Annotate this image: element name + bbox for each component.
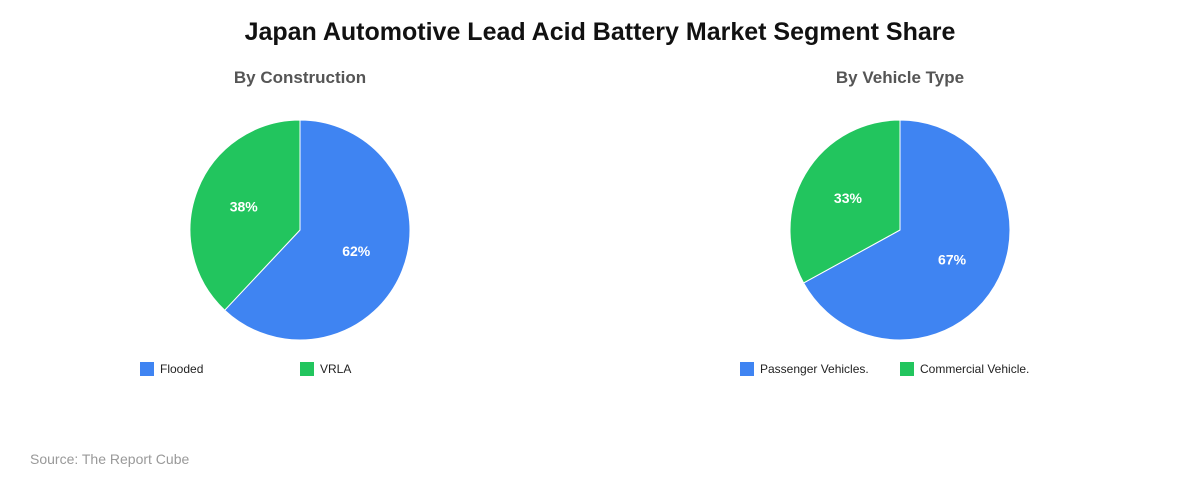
- pie-label-flooded: 62%: [342, 243, 371, 259]
- pie-slice-commercial-vehicle[interactable]: [789, 119, 901, 284]
- legend-label-commercial-vehicle: Commercial Vehicle.: [920, 362, 1030, 376]
- pie-label-vrla: 38%: [230, 198, 259, 214]
- vehicle-type-pie: 67% 33%: [789, 119, 1011, 341]
- legend-label-vrla: VRLA: [320, 362, 352, 376]
- vehicle-type-legend: Passenger Vehicles. Commercial Vehicle.: [600, 362, 1200, 382]
- pie-slice-passenger-vehicles[interactable]: [802, 119, 1011, 341]
- pie-slice-vrla[interactable]: [189, 119, 301, 311]
- source-note: Source: The Report Cube: [30, 451, 190, 467]
- legend-item-flooded[interactable]: Flooded: [140, 362, 203, 376]
- pie-slice-flooded[interactable]: [223, 119, 411, 341]
- legend-swatch-commercial-vehicle: [900, 362, 914, 376]
- legend-item-commercial-vehicle[interactable]: Commercial Vehicle.: [900, 362, 1029, 376]
- legend-swatch-flooded: [140, 362, 154, 376]
- legend-label-flooded: Flooded: [160, 362, 204, 376]
- pie-label-commercial-vehicle: 33%: [834, 190, 863, 206]
- legend-swatch-passenger-vehicles: [740, 362, 754, 376]
- pie-label-passenger-vehicles: 67%: [938, 252, 967, 268]
- legend-item-vrla[interactable]: VRLA: [300, 362, 351, 376]
- construction-chart-title: By Construction: [233, 68, 367, 87]
- page-title: Japan Automotive Lead Acid Battery Marke…: [244, 18, 956, 46]
- construction-legend: Flooded VRLA: [0, 362, 600, 382]
- construction-pie: 62% 38%: [189, 119, 411, 341]
- vehicle-type-chart-title: By Vehicle Type: [835, 68, 965, 87]
- legend-item-passenger-vehicles[interactable]: Passenger Vehicles.: [740, 362, 869, 376]
- vehicle-type-chart: By Vehicle Type 67% 33% Passenger Vehicle…: [600, 60, 1200, 400]
- construction-chart: By Construction 62% 38% Flooded VRLA: [0, 60, 600, 400]
- legend-label-passenger-vehicles: Passenger Vehicles.: [760, 362, 869, 376]
- legend-swatch-vrla: [300, 362, 314, 376]
